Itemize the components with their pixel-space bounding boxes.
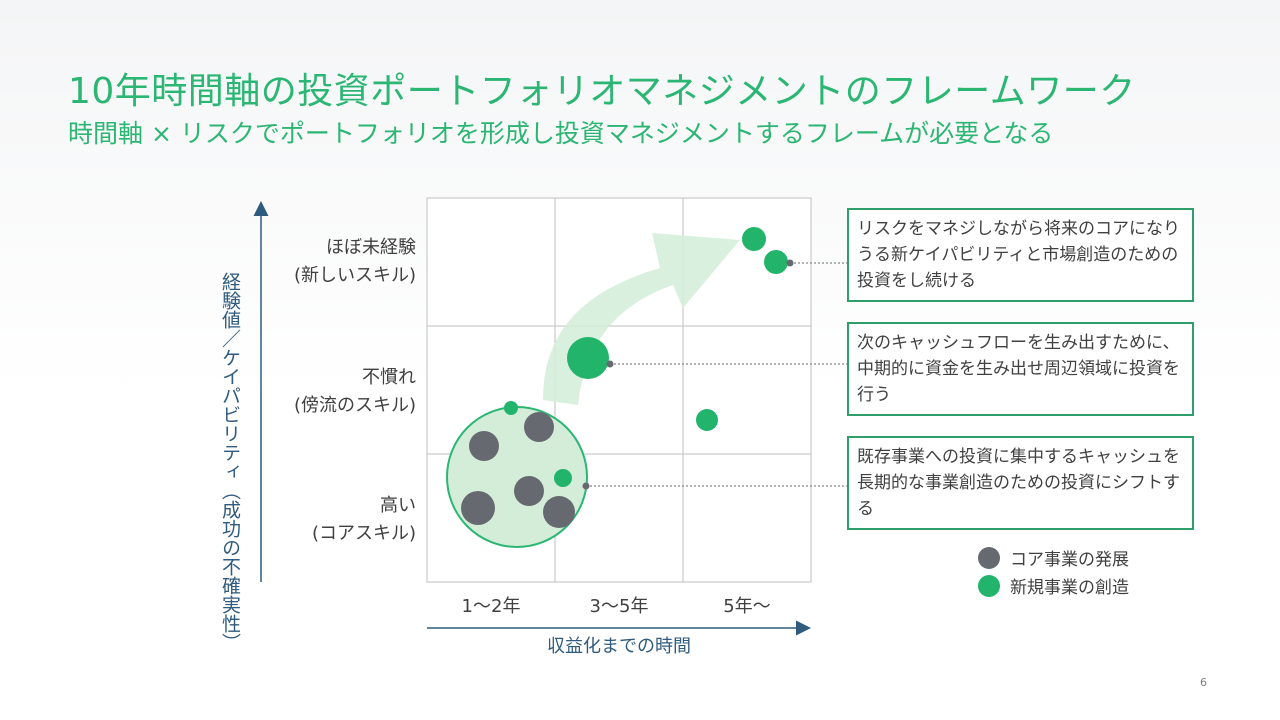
- callout-core-business: 既存事業への投資に集中するキャッシュを長期的な事業創造のための投資にシフトする: [847, 436, 1194, 530]
- new-bubble: [764, 250, 788, 274]
- column-label-mid: 3～5年: [589, 596, 649, 617]
- row-label-main: 不慣れ: [362, 367, 416, 388]
- legend-new-label: 新規事業の創造: [1010, 578, 1129, 598]
- row-label-sub: (コアスキル): [311, 523, 416, 544]
- page-subtitle: 時間軸 × リスクでポートフォリオを形成し投資マネジメントするフレームが必要とな…: [68, 119, 1054, 148]
- legend-core-label: コア事業の発展: [1010, 550, 1129, 570]
- core-bubble: [469, 431, 499, 461]
- y-axis-label: 経験値／ケイパビリティ（成功の不確実性）: [219, 272, 241, 652]
- core-bubble: [524, 412, 554, 442]
- legend-item-core: コア事業の発展: [978, 545, 1129, 570]
- row-label-core-skill: 高い (コアスキル): [270, 492, 416, 548]
- column-label-short: 1～2年: [461, 596, 521, 617]
- core-bubble: [543, 496, 575, 528]
- legend-new-swatch: [978, 574, 1000, 597]
- legend-item-new: 新規事業の創造: [978, 573, 1129, 598]
- callout-adjacent-business: 次のキャッシュフローを生み出すために、中期的に資金を生み出せ周辺領域に投資を行う: [847, 322, 1194, 416]
- row-label-sub: (新しいスキル): [293, 265, 416, 286]
- new-bubble: [696, 409, 718, 431]
- page-title: 10年時間軸の投資ポートフォリオマネジメントのフレームワーク: [68, 71, 1136, 112]
- new-bubble: [504, 401, 518, 415]
- new-bubble: [554, 469, 572, 487]
- page-number: 6: [1200, 676, 1207, 689]
- new-bubble: [742, 227, 766, 251]
- column-label-long: 5年～: [723, 596, 771, 617]
- core-bubble: [514, 476, 544, 506]
- row-label-main: ほぼ未経験: [326, 237, 416, 258]
- row-label-side-skill: 不慣れ (傍流のスキル): [270, 364, 416, 420]
- legend-core-swatch: [978, 546, 1000, 569]
- row-label-sub: (傍流のスキル): [293, 395, 416, 416]
- x-axis-label: 収益化までの時間: [547, 636, 691, 657]
- core-bubble: [461, 491, 495, 525]
- callout-connectors: [582, 259, 847, 490]
- row-label-new-skill: ほぼ未経験 (新しいスキル): [270, 234, 416, 290]
- row-label-main: 高い: [380, 495, 416, 516]
- growth-arrow: [543, 233, 740, 405]
- callout-new-business: リスクをマネジしながら将来のコアになりうる新ケイパビリティと市場創造のための投資…: [847, 208, 1194, 302]
- new-bubble: [567, 337, 609, 379]
